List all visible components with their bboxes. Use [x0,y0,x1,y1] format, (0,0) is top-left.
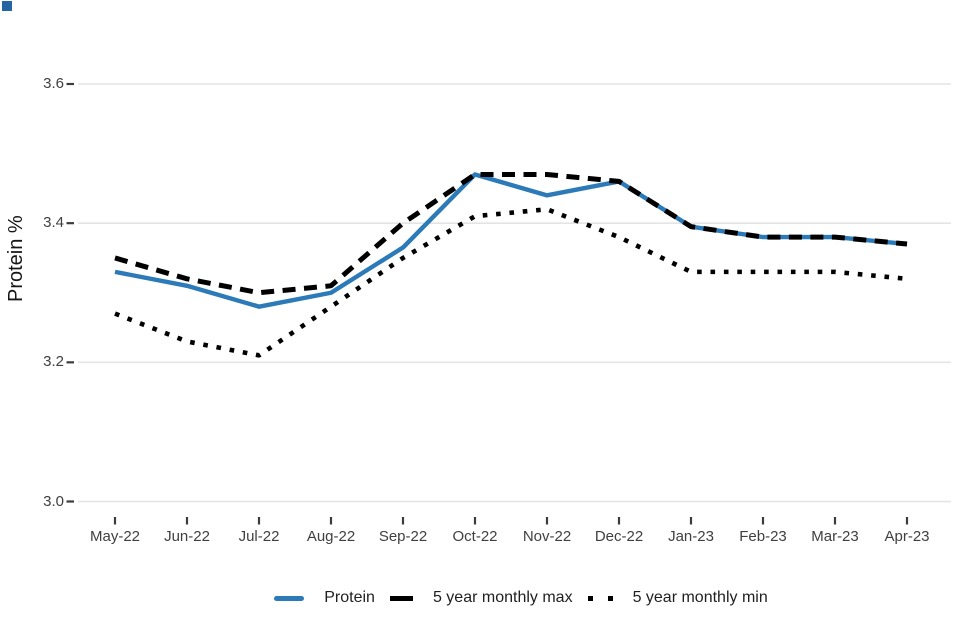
series-line-5-year-monthly-min [114,206,908,358]
corner-square [2,1,12,11]
min-dot-icon [587,595,593,601]
protein-line-swatch [274,595,305,601]
legend-label-protein: Protein [324,589,375,606]
max-line-swatch [389,595,413,601]
legend: Protein 5 year monthly max 5 year monthl… [41,589,960,607]
legend-label-max: 5 year monthly max [432,589,573,606]
legend-item-min: 5 year monthly min [587,589,768,607]
series-line-protein [114,172,908,309]
legend-item-protein: Protein [274,589,375,607]
series-line-5-year-monthly-max [114,171,908,296]
min-line-swatch [587,595,613,601]
min-dot-icon [607,595,613,601]
legend-label-min: 5 year monthly min [632,589,768,606]
legend-item-max: 5 year monthly max [389,589,573,607]
